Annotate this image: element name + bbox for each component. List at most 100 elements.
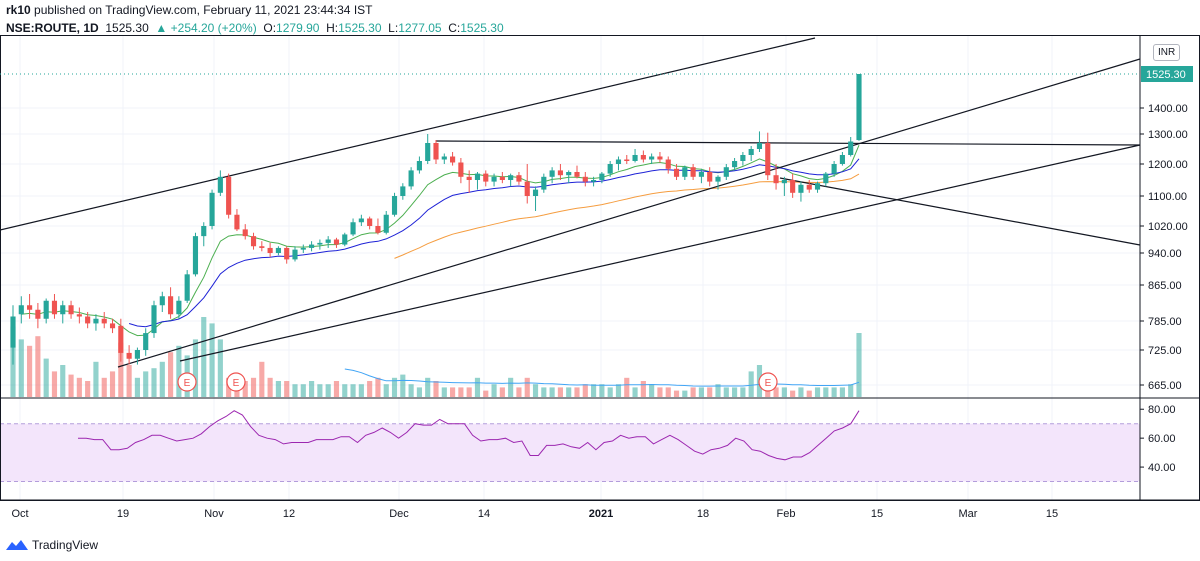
volume-bar <box>367 381 373 397</box>
price-axis-label: 785.00 <box>1148 316 1182 328</box>
volume-bar <box>508 377 514 397</box>
candle-body <box>259 246 265 248</box>
candle-body <box>242 229 248 237</box>
volume-bar <box>566 387 572 397</box>
price-axis-label: 725.00 <box>1148 345 1182 357</box>
currency-tag[interactable]: INR <box>1153 44 1181 61</box>
volume-bar <box>176 345 182 397</box>
symbol-name[interactable]: NSE:ROUTE, 1D <box>6 21 99 35</box>
candle-body <box>367 218 373 226</box>
close-value: 1525.30 <box>460 21 504 35</box>
volume-bar <box>51 371 58 397</box>
volume-bar <box>682 390 688 397</box>
candle-body <box>433 143 439 160</box>
candle-body <box>723 167 729 177</box>
candle-body <box>176 300 182 315</box>
time-axis-label: Mar <box>959 508 978 520</box>
candle-body <box>682 167 688 177</box>
candle-body <box>574 172 580 177</box>
publish-info: published on TradingView.com, February 1… <box>34 3 373 17</box>
volume-bar <box>549 387 555 397</box>
volume-bar <box>790 390 796 397</box>
candle-body <box>814 183 821 190</box>
candle-body <box>599 173 605 180</box>
candle-body <box>126 352 132 359</box>
volume-bar <box>358 384 364 397</box>
candle-body <box>209 192 215 226</box>
symbol-legend: NSE:ROUTE, 1D 1525.30 ▲ +254.20 (+20%) O… <box>6 21 504 35</box>
volume-bar <box>591 384 597 397</box>
candle-body <box>43 300 49 319</box>
time-axis-label: 18 <box>697 508 709 520</box>
candle-body <box>391 196 398 215</box>
candle-body <box>250 236 257 247</box>
candle-body <box>118 325 124 353</box>
volume-bar <box>532 384 539 397</box>
volume-bar <box>831 387 837 397</box>
candle-body <box>474 173 481 180</box>
last-price-label: 1525.30 <box>1146 69 1186 81</box>
high-value: 1525.30 <box>338 21 382 35</box>
candle-body <box>184 274 190 301</box>
candle-body <box>673 168 680 177</box>
candle-body <box>267 247 273 253</box>
volume-bar <box>425 377 431 397</box>
candle-body <box>201 226 207 237</box>
candle-body <box>856 74 862 141</box>
volume-bar <box>748 371 754 397</box>
candle-body <box>541 176 547 190</box>
volume-bar <box>823 387 829 397</box>
candle-body <box>10 316 16 348</box>
earnings-marker-label: E <box>233 378 240 389</box>
footer-brand-label: TradingView <box>32 538 99 552</box>
volume-bar <box>814 387 821 397</box>
volume-bar <box>541 387 547 397</box>
candle-body <box>35 309 41 319</box>
volume-bar <box>76 377 82 397</box>
price-chart[interactable]: E E E 665.00 725.00 785.00 865.00 940.00 1020.00… <box>0 35 1200 532</box>
candle-body <box>466 176 472 180</box>
time-axis-label: 15 <box>1046 508 1058 520</box>
candle-body <box>317 242 323 245</box>
volume-bar <box>657 387 663 397</box>
footer-brand[interactable]: TradingView <box>6 538 98 552</box>
candle-body <box>300 247 306 250</box>
earnings-marker-label: E <box>184 378 191 389</box>
time-axis-label: Oct <box>11 508 28 520</box>
volume-bar <box>217 339 223 397</box>
earnings-marker-label: E <box>765 378 772 389</box>
trend-line <box>779 177 1141 246</box>
candle-body <box>109 323 116 329</box>
candle-body <box>143 333 149 350</box>
volume-bar <box>773 387 779 397</box>
candle-body <box>607 164 613 174</box>
candle-body <box>134 350 140 359</box>
candle-body <box>275 247 281 253</box>
close-label: C: <box>448 21 461 35</box>
volume-bar <box>698 387 704 397</box>
candle-body <box>756 143 763 149</box>
volume-bar <box>732 387 738 397</box>
candle-body <box>101 318 107 324</box>
trend-line <box>435 140 1141 146</box>
earnings-marker <box>758 372 778 392</box>
volume-bar <box>375 377 381 397</box>
author-name[interactable]: rk10 <box>6 3 31 17</box>
candle-body <box>707 172 713 182</box>
candle-body <box>549 170 555 177</box>
volume-bar <box>416 387 422 397</box>
candle-body <box>27 305 33 310</box>
candle-body <box>615 159 622 164</box>
price-axis-label: 1200.00 <box>1148 159 1188 171</box>
volume-bar <box>168 352 174 397</box>
volume-bar <box>624 377 630 397</box>
rsi-line <box>78 410 860 461</box>
candle-body <box>566 172 572 176</box>
volume-bar <box>433 381 439 397</box>
volume-bar <box>27 345 33 397</box>
candle-body <box>698 172 704 177</box>
volume-bar <box>275 381 281 397</box>
price-axis-label: 1300.00 <box>1148 129 1188 141</box>
time-axis-label: Feb <box>777 508 796 520</box>
volume-bar <box>607 387 613 397</box>
